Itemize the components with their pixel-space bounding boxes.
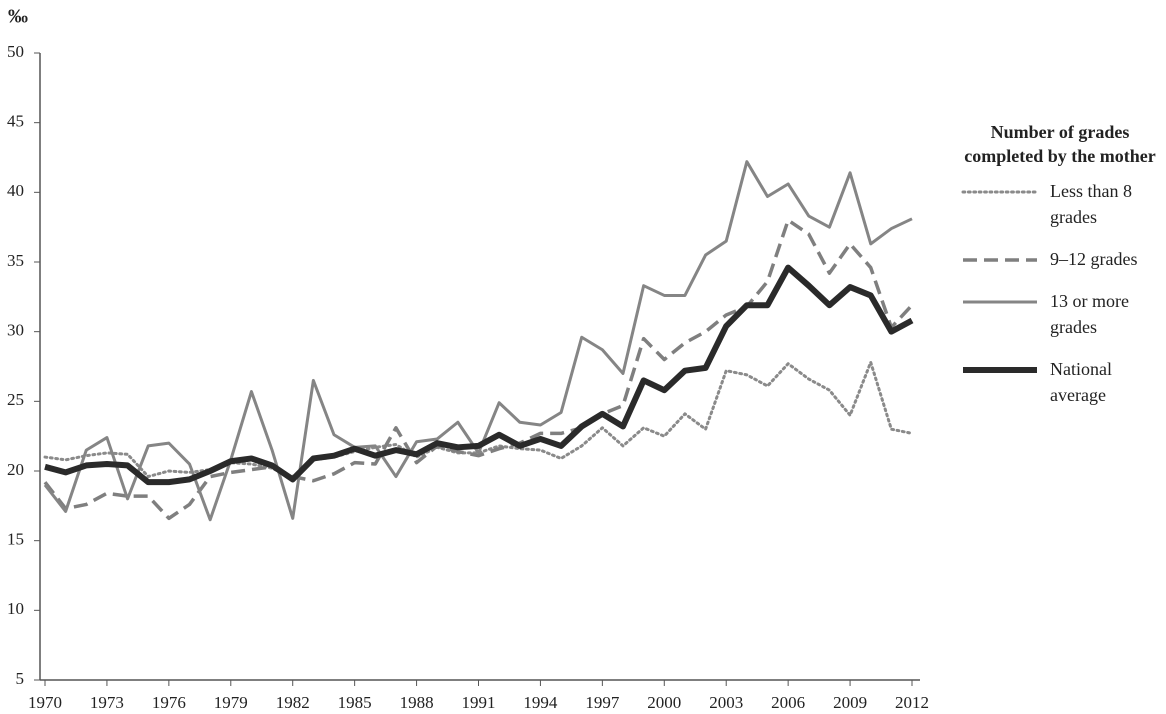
y-tick-label: 20 — [7, 460, 24, 479]
y-tick-label: 30 — [7, 321, 24, 340]
y-tick-label: 35 — [7, 251, 24, 270]
x-tick-label: 1970 — [28, 693, 62, 712]
y-tick-label: 15 — [7, 530, 24, 549]
x-tick-label: 2009 — [833, 693, 867, 712]
x-tick-label: 2000 — [647, 693, 681, 712]
series-line — [43, 160, 913, 522]
y-tick-label: 25 — [7, 390, 24, 409]
legend-entry: 9–12 grades — [960, 246, 1160, 272]
x-tick-label: 2003 — [709, 693, 743, 712]
legend-swatch — [961, 190, 1039, 194]
x-tick-label: 1991 — [462, 693, 496, 712]
series-line — [43, 360, 914, 480]
series-line — [43, 218, 914, 521]
legend-title: Number of grades completed by the mother — [964, 122, 1156, 166]
x-tick-label: 2012 — [895, 693, 929, 712]
legend-entry: 13 or more grades — [960, 288, 1160, 340]
x-tick-label: 1997 — [585, 693, 620, 712]
y-axis-label: ‰ — [8, 6, 28, 28]
legend-label: National average — [1050, 359, 1112, 405]
legend-label: 9–12 grades — [1050, 249, 1138, 269]
x-tick-label: 2006 — [771, 693, 805, 712]
x-tick-label: 1973 — [90, 693, 124, 712]
legend-label: 13 or more grades — [1050, 291, 1129, 337]
x-tick-label: 1985 — [338, 693, 372, 712]
legend-swatch — [963, 258, 1037, 262]
y-tick-label: 40 — [7, 181, 24, 200]
legend-swatch — [963, 300, 1037, 304]
legend: Number of grades completed by the mother… — [960, 120, 1160, 424]
series-line — [44, 264, 914, 486]
x-tick-label: 1988 — [400, 693, 434, 712]
x-tick-label: 1976 — [152, 693, 186, 712]
y-tick-label: 5 — [16, 669, 25, 688]
legend-entry: Less than 8 grades — [960, 178, 1160, 230]
legend-entry: National average — [960, 356, 1160, 408]
x-tick-label: 1994 — [523, 693, 558, 712]
y-tick-label: 45 — [7, 112, 24, 131]
legend-swatch — [963, 367, 1037, 373]
legend-label: Less than 8 grades — [1050, 181, 1132, 227]
x-tick-label: 1979 — [214, 693, 248, 712]
y-tick-label: 50 — [7, 42, 24, 61]
x-tick-label: 1982 — [276, 693, 310, 712]
y-tick-label: 10 — [7, 599, 24, 618]
